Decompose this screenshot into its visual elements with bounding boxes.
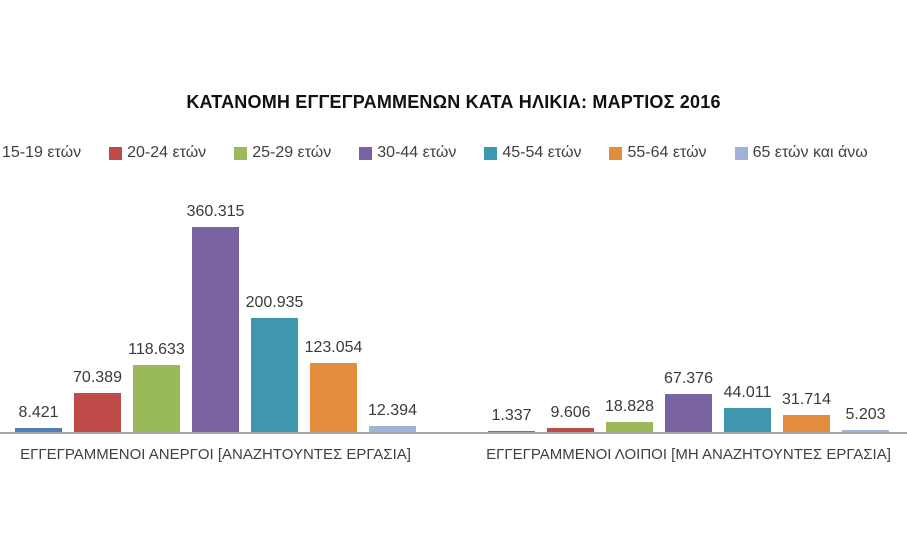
data-label-series4-cat1: 44.011 bbox=[723, 384, 772, 401]
bar-series1-cat0 bbox=[74, 393, 121, 433]
data-label-series0-cat1: 1.337 bbox=[491, 407, 532, 424]
bar-series6-cat0 bbox=[369, 426, 416, 433]
legend-label: 30-44 ετών bbox=[377, 144, 457, 161]
legend-swatch-icon bbox=[734, 146, 748, 160]
bar-series4-cat1 bbox=[724, 408, 771, 433]
data-label-series1-cat0: 70.389 bbox=[73, 369, 122, 386]
legend-item-4: 45-54 ετών bbox=[484, 144, 581, 162]
bar-series3-cat1 bbox=[665, 394, 712, 433]
bar-series1-cat1 bbox=[547, 428, 594, 433]
data-label-series6-cat0: 12.394 bbox=[368, 402, 417, 419]
legend-swatch-icon bbox=[359, 146, 373, 160]
legend: 15-19 ετών 20-24 ετών 25-29 ετών 30-44 ετών… bbox=[0, 142, 868, 164]
category-label-0: ΕΓΓΕΓΡΑΜΜΕΝΟΙ ΑΝΕΡΓΟΙ [ΑΝΑΖΗΤΟΥΝΤΕΣ ΕΡΓΑ… bbox=[20, 446, 411, 463]
legend-label: 25-29 ετών bbox=[252, 144, 332, 161]
bar-series3-cat0 bbox=[192, 227, 239, 433]
data-label-series6-cat1: 5.203 bbox=[845, 406, 886, 423]
data-label-series3-cat1: 67.376 bbox=[664, 370, 713, 387]
legend-item-0: 15-19 ετών bbox=[0, 144, 81, 162]
legend-item-3: 30-44 ετών bbox=[359, 144, 456, 162]
data-label-series5-cat0: 123.054 bbox=[304, 339, 363, 356]
legend-label: 55-64 ετών bbox=[627, 144, 707, 161]
bar-series6-cat1 bbox=[842, 430, 889, 433]
data-label-series5-cat1: 31.714 bbox=[782, 391, 831, 408]
category-label-1: ΕΓΓΕΓΡΑΜΜΕΝΟΙ ΛΟΙΠΟΙ [ΜΗ ΑΝΑΖΗΤΟΥΝΤΕΣ ΕΡ… bbox=[486, 446, 891, 463]
data-label-series1-cat1: 9.606 bbox=[550, 404, 591, 421]
data-label-series4-cat0: 200.935 bbox=[245, 294, 304, 311]
bar-series5-cat0 bbox=[310, 363, 357, 433]
legend-label: 65 ετών και άνω bbox=[752, 144, 868, 161]
legend-item-1: 20-24 ετών bbox=[109, 144, 206, 162]
legend-swatch-icon bbox=[484, 146, 498, 160]
legend-label: 15-19 ετών bbox=[2, 144, 82, 161]
legend-swatch-icon bbox=[609, 146, 623, 160]
legend-label: 45-54 ετών bbox=[502, 144, 582, 161]
legend-swatch-icon bbox=[234, 146, 248, 160]
data-label-series3-cat0: 360.315 bbox=[186, 203, 245, 220]
legend-label: 20-24 ετών bbox=[127, 144, 207, 161]
legend-swatch-icon bbox=[109, 146, 123, 160]
bar-series4-cat0 bbox=[251, 318, 298, 433]
legend-item-6: 65 ετών και άνω bbox=[734, 144, 868, 162]
data-label-series2-cat0: 118.633 bbox=[128, 341, 185, 358]
bar-series2-cat0 bbox=[133, 365, 180, 433]
bar-series2-cat1 bbox=[606, 422, 653, 433]
data-label-series0-cat0: 8.421 bbox=[18, 404, 59, 421]
chart-title: ΚΑΤΑΝΟΜΗ ΕΓΓΕΓΡΑΜΜΕΝΩΝ ΚΑΤΑ ΗΛΙΚΙΑ: ΜΑΡΤ… bbox=[186, 92, 721, 112]
bar-series5-cat1 bbox=[783, 415, 830, 433]
data-label-series2-cat1: 18.828 bbox=[605, 398, 654, 415]
x-axis-line bbox=[0, 432, 907, 434]
legend-item-5: 55-64 ετών bbox=[609, 144, 707, 162]
bar-series0-cat0 bbox=[15, 428, 62, 433]
legend-item-2: 25-29 ετών bbox=[234, 144, 331, 162]
